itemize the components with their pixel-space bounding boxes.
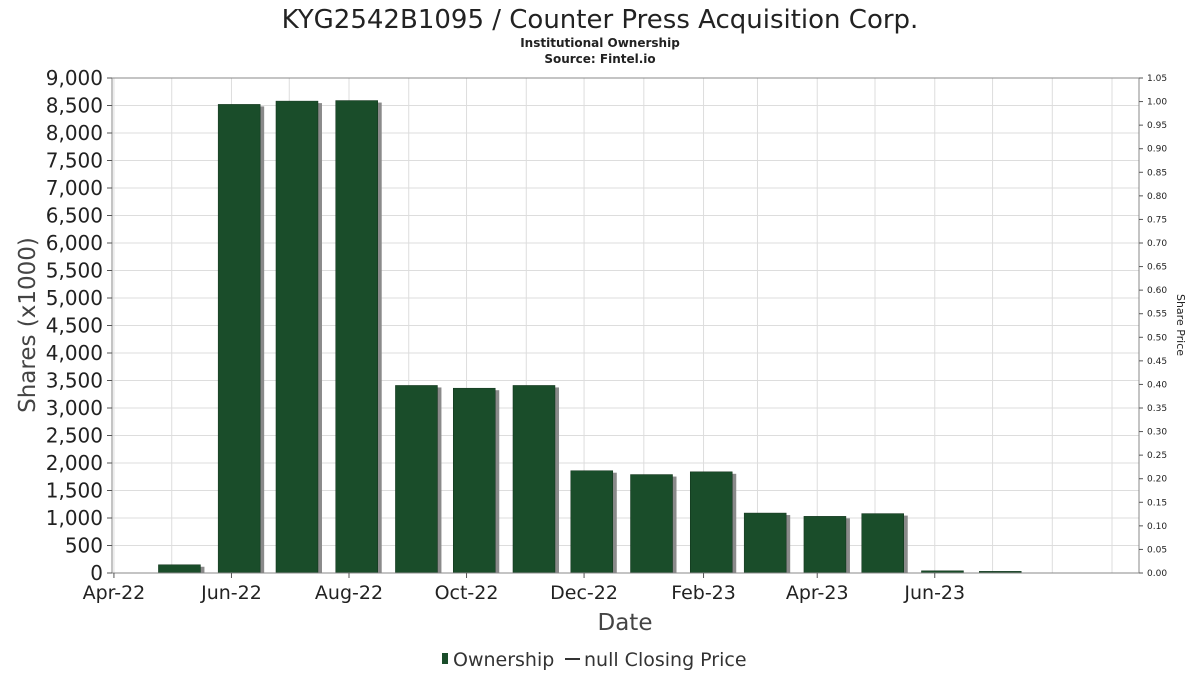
ownership-bar bbox=[395, 385, 438, 574]
ownership-bar bbox=[630, 474, 673, 574]
y-tick-label: 5,500 bbox=[46, 259, 103, 283]
x-tick-label: Aug-22 bbox=[315, 582, 383, 604]
chart-subtitle: Institutional Ownership bbox=[520, 36, 680, 50]
y2-tick-label: 0.15 bbox=[1147, 498, 1167, 508]
y2-tick-label: 0.85 bbox=[1147, 168, 1167, 178]
ownership-bar bbox=[803, 516, 847, 574]
y2-tick-label: 0.30 bbox=[1147, 428, 1167, 438]
y-tick-label: 3,000 bbox=[46, 396, 103, 420]
x-tick-label: Oct-22 bbox=[435, 582, 499, 604]
y2-tick-label: 0.65 bbox=[1147, 263, 1167, 273]
y-axis-ticks: 0 500 1,000 1,500 2,000 2,500 3,000 3,500 4,000 4… bbox=[46, 66, 112, 585]
y2-tick-label: 0.55 bbox=[1147, 310, 1167, 320]
y2-tick-label: 0.05 bbox=[1147, 545, 1167, 555]
x-tick-label: Jun-22 bbox=[200, 582, 262, 604]
x-tick-label: Apr-23 bbox=[786, 582, 849, 604]
x-tick-label: Jun-23 bbox=[903, 582, 965, 604]
y2-tick-label: 0.00 bbox=[1147, 569, 1167, 579]
y2-tick-label: 1.00 bbox=[1147, 98, 1167, 108]
y-tick-label: 7,500 bbox=[46, 149, 103, 173]
y2-tick-label: 1.05 bbox=[1147, 74, 1167, 84]
ownership-bar bbox=[512, 385, 556, 574]
y-axis-label: Shares (x1000) bbox=[15, 237, 41, 413]
ownership-bar bbox=[335, 100, 378, 574]
legend-ownership-label: Ownership bbox=[453, 649, 554, 671]
y2-tick-label: 0.95 bbox=[1147, 121, 1167, 131]
y-tick-label: 4,000 bbox=[46, 341, 103, 365]
y-tick-label: 6,500 bbox=[46, 204, 103, 228]
y-tick-label: 6,000 bbox=[46, 231, 103, 255]
y-tick-label: 2,500 bbox=[46, 424, 103, 448]
y2-tick-label: 0.35 bbox=[1147, 404, 1167, 414]
ownership-bar bbox=[689, 471, 733, 574]
ownership-bar bbox=[217, 104, 261, 574]
ownership-bar bbox=[743, 512, 787, 574]
y-tick-label: 2,000 bbox=[46, 451, 103, 475]
x-tick-label: Apr-22 bbox=[83, 582, 146, 604]
x-axis-ticks: Apr-22 Jun-22 Aug-22 Oct-22 Dec-22 Feb-23 Apr-… bbox=[83, 573, 965, 604]
x-tick-label: Dec-22 bbox=[550, 582, 618, 604]
x-tick-label: Feb-23 bbox=[671, 582, 736, 604]
ownership-bar bbox=[861, 513, 904, 574]
chart-source: Source: Fintel.io bbox=[544, 52, 655, 66]
x-axis-label: Date bbox=[598, 610, 653, 636]
gridlines bbox=[112, 77, 1139, 574]
y2-tick-label: 0.45 bbox=[1147, 357, 1167, 367]
y-tick-label: 9,000 bbox=[46, 66, 103, 90]
legend-price-label: null Closing Price bbox=[584, 649, 747, 671]
y-tick-label: 4,500 bbox=[46, 314, 103, 338]
ownership-bar bbox=[570, 470, 614, 574]
legend: Ownership null Closing Price bbox=[442, 649, 747, 671]
y2-tick-label: 0.60 bbox=[1147, 286, 1167, 296]
chart-title: KYG2542B1095 / Counter Press Acquisition… bbox=[282, 5, 919, 35]
y-tick-label: 8,000 bbox=[46, 121, 103, 145]
y-tick-label: 8,500 bbox=[46, 94, 103, 118]
y2-tick-label: 0.70 bbox=[1147, 239, 1167, 249]
ownership-bar bbox=[158, 564, 201, 574]
y2-tick-label: 0.90 bbox=[1147, 145, 1167, 155]
y2-tick-label: 0.75 bbox=[1147, 215, 1167, 225]
y-tick-label: 5,000 bbox=[46, 286, 103, 310]
y2-tick-label: 0.80 bbox=[1147, 192, 1167, 202]
y-tick-label: 500 bbox=[65, 534, 103, 558]
y-tick-label: 0 bbox=[90, 561, 103, 585]
y2-axis-label: Share Price bbox=[1174, 294, 1187, 356]
ownership-bar bbox=[452, 387, 496, 574]
y-tick-label: 1,000 bbox=[46, 506, 103, 530]
y-tick-label: 3,500 bbox=[46, 369, 103, 393]
y-tick-label: 1,500 bbox=[46, 479, 103, 503]
y2-tick-label: 0.50 bbox=[1147, 333, 1167, 343]
y-tick-label: 7,000 bbox=[46, 176, 103, 200]
bars bbox=[158, 100, 1022, 574]
y2-tick-label: 0.40 bbox=[1147, 380, 1167, 390]
y2-tick-label: 0.25 bbox=[1147, 451, 1167, 461]
ownership-bar bbox=[275, 100, 319, 574]
y2-tick-label: 0.10 bbox=[1147, 522, 1167, 532]
y2-tick-label: 0.20 bbox=[1147, 475, 1167, 485]
legend-ownership-swatch bbox=[442, 653, 448, 664]
y2-axis-ticks: 0.00 0.05 0.10 0.15 0.20 0.25 0.30 0.35 0.40 0.45… bbox=[1139, 74, 1167, 579]
